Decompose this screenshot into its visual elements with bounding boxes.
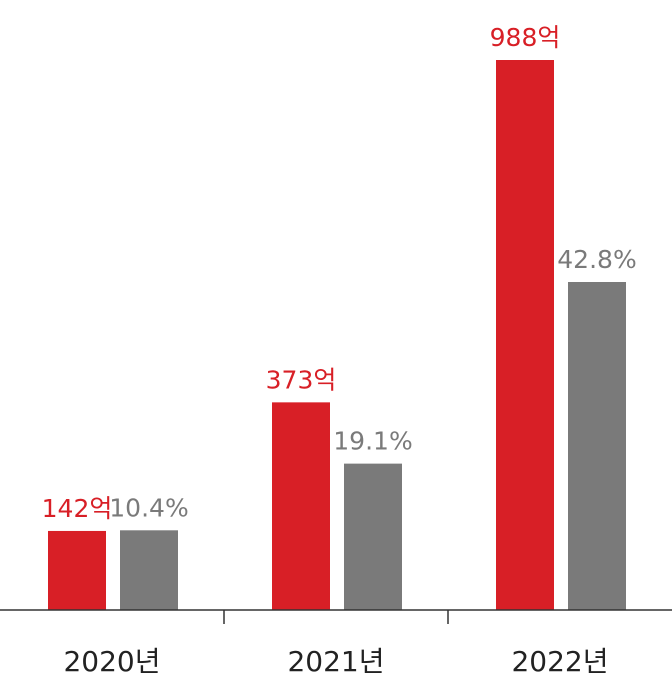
data-label-revenue-0: 142억 (42, 494, 113, 523)
bar-revenue-0 (48, 530, 106, 610)
x-tick-label-2020: 2020년 (63, 645, 160, 678)
bars-layer (48, 60, 626, 610)
bar-share-2 (568, 282, 626, 610)
bar-share-0 (120, 530, 178, 610)
data-label-revenue-2: 988억 (490, 23, 561, 52)
data-label-share-1: 19.1% (333, 427, 412, 456)
x-tick-label-2022: 2022년 (511, 645, 608, 678)
data-label-revenue-1: 373억 (266, 365, 337, 394)
bar-revenue-1 (272, 402, 330, 610)
data-label-share-0: 10.4% (109, 493, 188, 522)
x-tick-label-2021: 2021년 (287, 645, 384, 678)
data-label-share-2: 42.8% (557, 245, 636, 274)
bar-share-1 (344, 463, 402, 610)
bar-revenue-2 (496, 60, 554, 610)
